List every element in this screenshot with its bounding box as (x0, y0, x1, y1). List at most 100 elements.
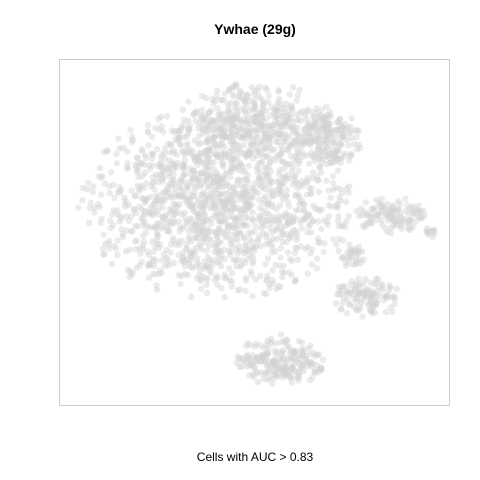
scatter-point (296, 86, 303, 94)
scatter-point (247, 341, 254, 349)
scatter-point (216, 119, 224, 126)
scatter-point (394, 205, 401, 213)
scatter-point (242, 353, 250, 360)
scatter-point (228, 110, 235, 117)
scatter-point (271, 359, 278, 366)
scatter-point (196, 149, 203, 157)
scatter-point (262, 261, 269, 268)
scatter-point (349, 261, 356, 268)
scatter-point (321, 118, 328, 125)
scatter-point (177, 178, 185, 186)
scatter-point (202, 200, 210, 208)
scatter-point (276, 184, 283, 191)
scatter-point (314, 351, 322, 358)
scatter-point (213, 125, 220, 132)
scatter-point (280, 139, 287, 146)
scatter-point (210, 100, 217, 107)
scatter-point (283, 192, 290, 199)
scatter-point (343, 218, 350, 225)
scatter-point (211, 200, 219, 208)
scatter-point (158, 225, 165, 232)
scatter-point (355, 291, 362, 298)
scatter-point (211, 242, 218, 249)
scatter-point (323, 177, 330, 184)
scatter-point (155, 163, 163, 170)
scatter-point (190, 152, 197, 159)
scatter-point (221, 293, 228, 301)
scatter-point (219, 130, 226, 137)
scatter-point (298, 364, 306, 371)
scatter-point (365, 301, 372, 309)
scatter-point (250, 100, 257, 107)
scatter-point (250, 373, 257, 380)
scatter-point (152, 197, 159, 204)
scatter-point (370, 304, 377, 311)
scatter-point (336, 120, 343, 127)
scatter-point (273, 178, 280, 185)
scatter-point (181, 188, 189, 195)
scatter-point (280, 367, 287, 374)
scatter-point (228, 129, 235, 136)
scatter-point (263, 351, 271, 358)
scatter-point (284, 113, 291, 121)
scatter-point (234, 141, 241, 148)
scatter-point (219, 212, 227, 219)
scatter-point (215, 211, 222, 219)
scatter-point (304, 229, 311, 236)
scatter-point (228, 198, 235, 205)
scatter-point (244, 255, 251, 263)
scatter-point (305, 130, 312, 137)
scatter-point (160, 218, 167, 225)
scatter-point (218, 110, 226, 118)
scatter-point (259, 134, 267, 141)
scatter-point (290, 367, 297, 374)
scatter-point (345, 256, 352, 264)
scatter-point (234, 116, 241, 123)
scatter-point (140, 218, 147, 226)
scatter-point (264, 337, 271, 344)
scatter-point (238, 177, 246, 184)
scatter-point (170, 149, 177, 156)
scatter-point (237, 214, 244, 221)
scatter-point (430, 227, 437, 234)
scatter-point (205, 229, 212, 237)
scatter-point (174, 137, 181, 144)
scatter-point (241, 250, 249, 257)
scatter-point (201, 219, 208, 226)
scatter-point (297, 242, 304, 250)
scatter-point (236, 94, 244, 102)
scatter-point (353, 250, 360, 257)
scatter-point (204, 172, 211, 179)
scatter-point (321, 122, 329, 129)
scatter-point (222, 171, 229, 178)
scatter-point (293, 245, 300, 252)
scatter-point (284, 219, 292, 226)
scatter-point (316, 116, 323, 124)
scatter-point (197, 139, 205, 147)
scatter-point (380, 204, 387, 211)
scatter-point (277, 365, 284, 372)
scatter-point (273, 130, 280, 138)
scatter-point (164, 227, 171, 234)
scatter-point (344, 289, 351, 297)
scatter-point (309, 122, 316, 129)
scatter-point (299, 138, 307, 145)
scatter-point (276, 187, 284, 195)
scatter-point (192, 219, 200, 227)
scatter-point (334, 127, 341, 134)
scatter-point (234, 106, 241, 113)
scatter-point (176, 201, 184, 208)
scatter-point (171, 161, 178, 169)
scatter-point (250, 137, 257, 145)
scatter-point (253, 133, 260, 140)
scatter-point (215, 115, 222, 123)
scatter-point (299, 352, 307, 360)
scatter-point (309, 124, 317, 131)
scatter-point (220, 97, 228, 104)
scatter-point (191, 157, 198, 164)
scatter-point (213, 186, 220, 193)
scatter-point (253, 243, 260, 250)
scatter-point (321, 126, 328, 133)
scatter-point (239, 358, 247, 365)
scatter-point (178, 147, 186, 154)
